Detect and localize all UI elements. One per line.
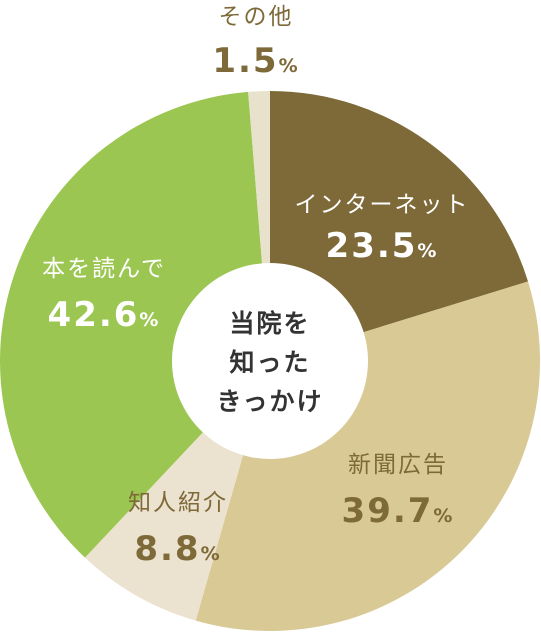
center-title-line-2: 知った bbox=[229, 348, 310, 377]
label-name-book: 本を読んで bbox=[42, 256, 166, 282]
label-unit-internet: % bbox=[417, 240, 438, 262]
label-name-referral: 知人紹介 bbox=[128, 490, 228, 516]
label-unit-other: % bbox=[279, 55, 300, 77]
label-value-other: 1.5% bbox=[212, 41, 299, 81]
label-name-other: その他 bbox=[219, 4, 294, 30]
center-title-line-3: きっかけ bbox=[216, 387, 323, 416]
label-unit-book: % bbox=[139, 309, 160, 331]
label-name-newspaper-ad: 新聞広告 bbox=[348, 452, 448, 478]
slice-book bbox=[0, 91, 270, 558]
center-title-line-1: 当院を bbox=[229, 309, 310, 338]
center-hole bbox=[172, 263, 368, 459]
label-unit-referral: % bbox=[201, 543, 222, 565]
label-name-internet: インターネット bbox=[295, 192, 470, 218]
label-unit-newspaper-ad: % bbox=[433, 505, 454, 527]
